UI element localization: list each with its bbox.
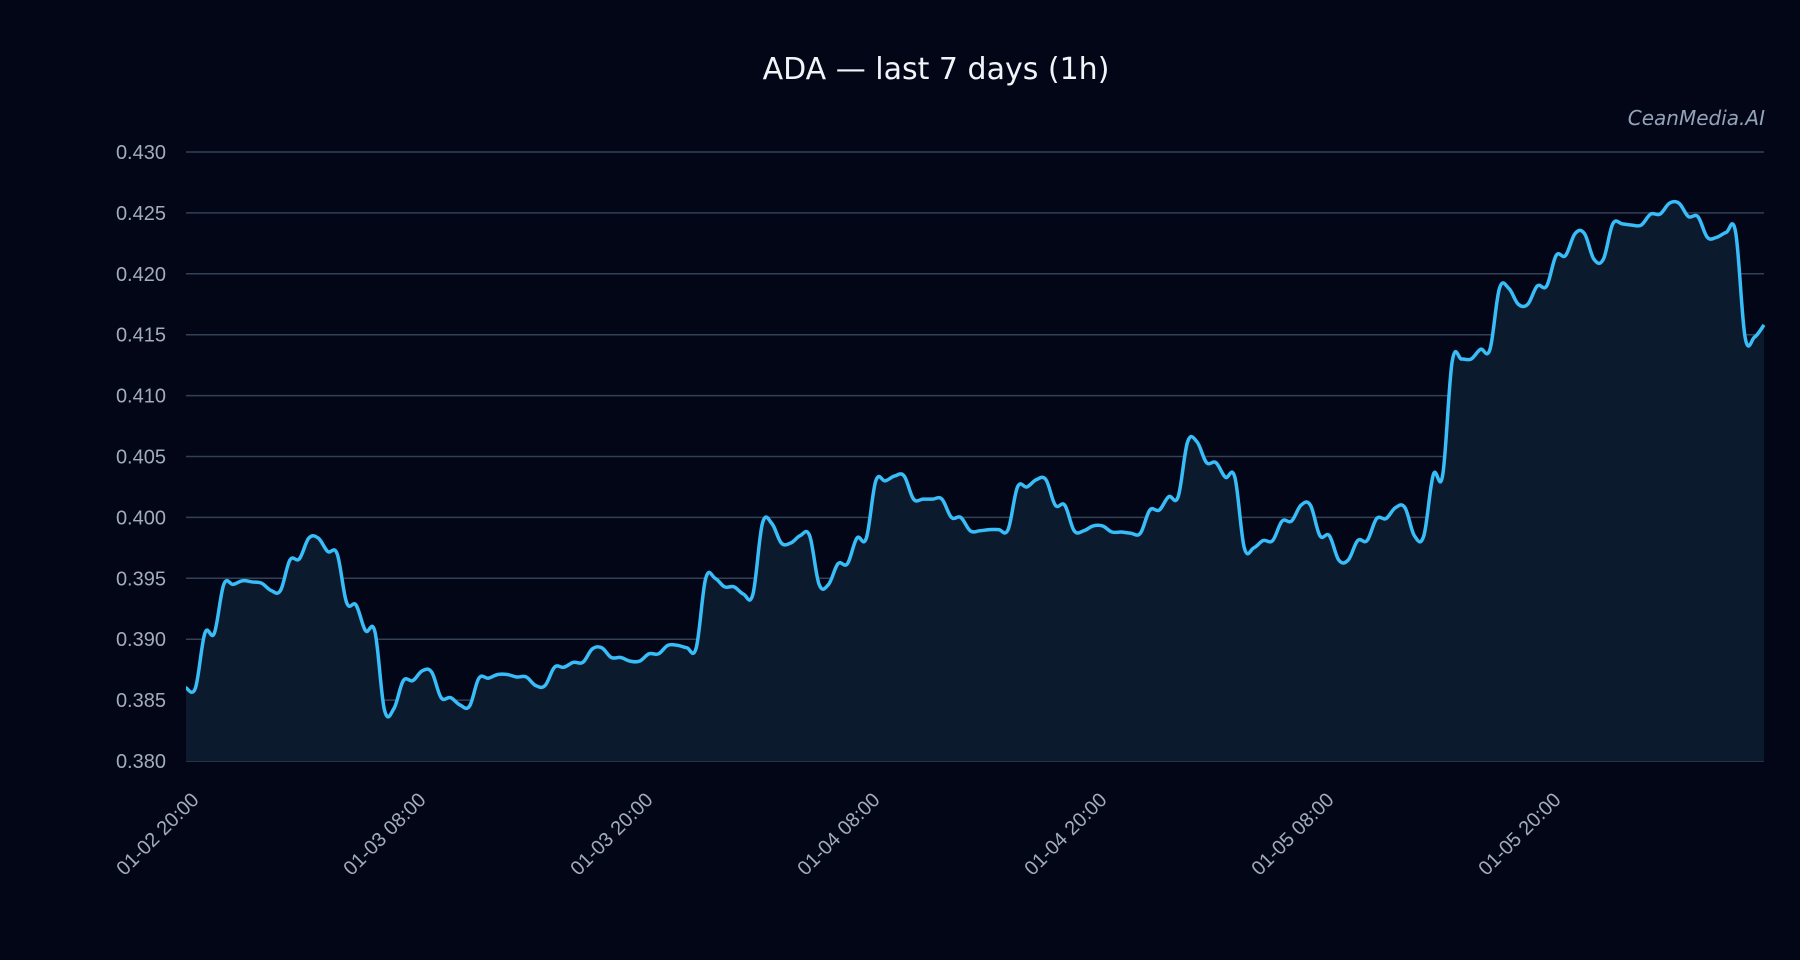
y-tick-label: 0.405 [116,447,166,469]
x-tick-label: 01-02 20:00 [112,789,203,880]
y-tick-label: 0.425 [116,203,166,225]
x-tick-label: 01-04 08:00 [793,789,884,880]
x-tick-label: 01-03 08:00 [339,789,430,880]
x-axis-ticks: 01-02 20:00 01-03 08:00 01-03 20:00 01-04 0… [112,789,1565,880]
watermark: CeanMedia.AI [1627,106,1765,130]
y-tick-label: 0.400 [116,507,166,529]
y-tick-label: 0.390 [116,629,166,651]
price-area [186,201,1764,762]
y-tick-label: 0.395 [116,568,166,590]
y-tick-label: 0.385 [116,690,166,712]
y-tick-label: 0.415 [116,325,166,347]
y-tick-label: 0.380 [116,751,166,773]
chart-title: ADA — last 7 days (1h) [762,52,1110,87]
x-tick-label: 01-03 20:00 [566,789,657,880]
y-tick-label: 0.430 [116,142,166,164]
y-tick-label: 0.420 [116,264,166,286]
x-tick-label: 01-05 08:00 [1247,789,1338,880]
x-tick-label: 01-05 20:00 [1474,789,1565,880]
y-tick-label: 0.410 [116,386,166,408]
price-line [185,199,1766,719]
x-tick-label: 01-04 20:00 [1020,789,1111,880]
y-axis-ticks: 0.430 0.425 0.420 0.415 0.410 0.405 0.400 0.395… [116,142,166,773]
